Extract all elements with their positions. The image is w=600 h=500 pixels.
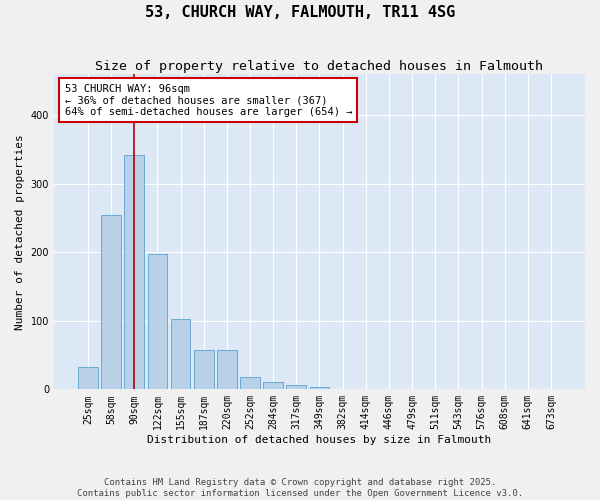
Bar — [333, 388, 352, 390]
Bar — [148, 254, 167, 390]
Bar — [217, 350, 236, 390]
Bar — [124, 155, 144, 390]
Bar — [286, 385, 306, 390]
Bar — [78, 366, 98, 390]
Bar — [310, 388, 329, 390]
Text: 53, CHURCH WAY, FALMOUTH, TR11 4SG: 53, CHURCH WAY, FALMOUTH, TR11 4SG — [145, 5, 455, 20]
Bar — [263, 382, 283, 390]
Title: Size of property relative to detached houses in Falmouth: Size of property relative to detached ho… — [95, 60, 544, 73]
X-axis label: Distribution of detached houses by size in Falmouth: Distribution of detached houses by size … — [148, 435, 491, 445]
Bar — [240, 377, 260, 390]
Text: Contains HM Land Registry data © Crown copyright and database right 2025.
Contai: Contains HM Land Registry data © Crown c… — [77, 478, 523, 498]
Bar — [170, 319, 190, 390]
Text: 53 CHURCH WAY: 96sqm
← 36% of detached houses are smaller (367)
64% of semi-deta: 53 CHURCH WAY: 96sqm ← 36% of detached h… — [65, 84, 352, 117]
Bar — [194, 350, 214, 390]
Y-axis label: Number of detached properties: Number of detached properties — [15, 134, 25, 330]
Bar — [101, 214, 121, 390]
